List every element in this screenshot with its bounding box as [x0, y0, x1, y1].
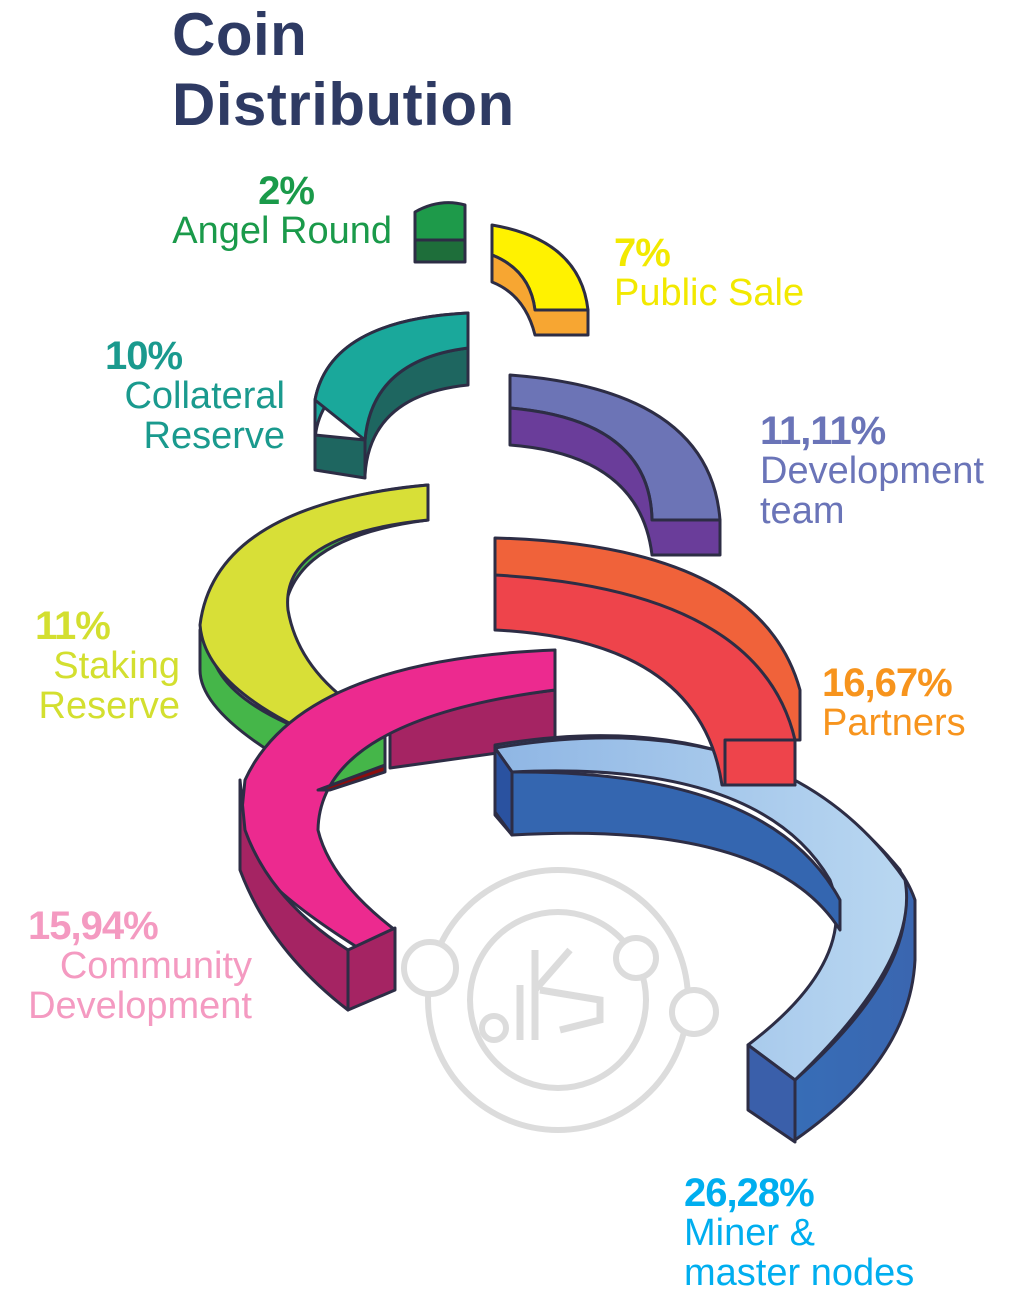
name-angel-round: Angel Round	[172, 210, 392, 252]
slice-angel-round	[413, 201, 467, 264]
slice-collateral-reserve	[313, 311, 470, 480]
percent-public-sale: 7%	[614, 231, 671, 275]
name-public-sale: Public Sale	[614, 272, 805, 314]
label-collateral-reserve: 10% Collateral Reserve	[60, 335, 285, 457]
name-partners: Partners	[822, 702, 966, 744]
name-development-team: Development team	[760, 450, 984, 532]
slice-community-development	[238, 648, 557, 1012]
name-community-development: Community Development	[28, 945, 252, 1027]
title-line-2: Distribution	[172, 71, 515, 138]
percent-miner-master-nodes: 26,28%	[684, 1171, 815, 1215]
label-miner-master-nodes: 26,28% Miner & master nodes	[684, 1172, 914, 1294]
label-community-development: 15,94% Community Development	[0, 905, 252, 1027]
name-miner-master-nodes: Miner & master nodes	[684, 1212, 915, 1294]
chart-title: Coin Distribution	[172, 0, 515, 140]
percent-staking-reserve: 11%	[35, 604, 111, 648]
label-public-sale: 7% Public Sale	[614, 232, 804, 314]
slice-public-sale	[490, 223, 590, 337]
logo-watermark-icon	[401, 867, 719, 1133]
name-staking-reserve: Staking Reserve	[38, 645, 181, 727]
label-development-team: 11,11% Development team	[760, 410, 984, 532]
label-partners: 16,67% Partners	[822, 662, 966, 744]
title-line-1: Coin	[172, 1, 308, 68]
percent-development-team: 11,11%	[760, 409, 886, 453]
slice-partners	[493, 536, 802, 787]
percent-community-development: 15,94%	[28, 904, 159, 948]
percent-angel-round: 2%	[258, 169, 315, 213]
label-staking-reserve: 11% Staking Reserve	[20, 605, 180, 727]
label-angel-round: 2% Angel Round	[160, 170, 392, 252]
slice-development-team	[508, 373, 722, 557]
percent-partners: 16,67%	[822, 661, 953, 705]
slice-miner-master-nodes	[493, 734, 917, 1144]
name-collateral-reserve: Collateral Reserve	[124, 375, 285, 457]
percent-collateral-reserve: 10%	[105, 334, 183, 378]
